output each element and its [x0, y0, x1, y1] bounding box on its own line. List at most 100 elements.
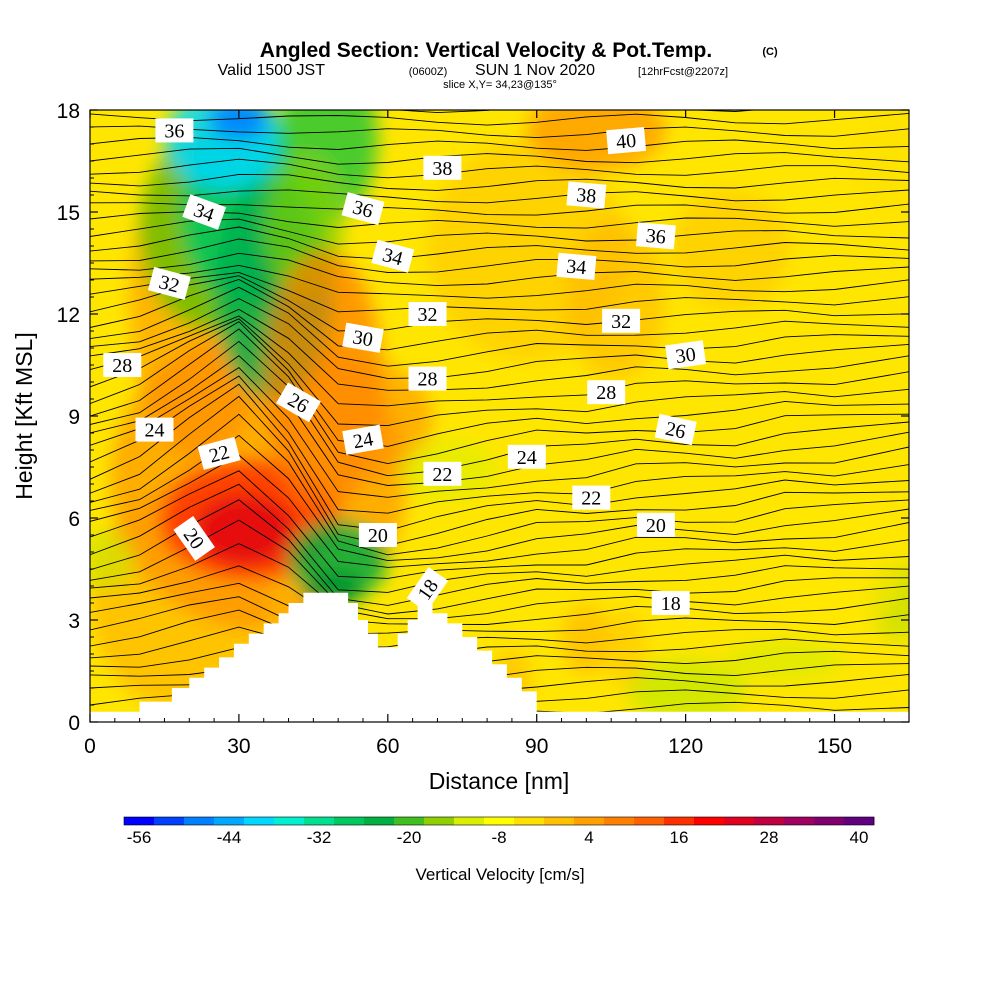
colorbar-swatch [124, 817, 155, 825]
colorbar-swatch [274, 817, 305, 825]
contour-label-text: 20 [368, 525, 388, 547]
contour-label-bg [371, 239, 415, 273]
theta-contour-line [90, 189, 909, 204]
chart-title: Angled Section: Vertical Velocity & Pot.… [260, 39, 712, 62]
contour-label-text: 24 [145, 420, 165, 442]
x-tick-label: 120 [668, 735, 703, 758]
colorbar-swatch [184, 817, 215, 825]
copyright-mark: (C) [762, 46, 778, 58]
contour-label-bg [341, 192, 385, 226]
forecast-info: [12hrFcst@2207z] [638, 66, 728, 78]
theta-contours [90, 110, 909, 715]
contour-label-bg [408, 302, 447, 326]
contour-label-bg [665, 340, 707, 370]
contour-label-bg [103, 353, 142, 377]
contour-label-text: 32 [418, 304, 438, 326]
y-tick-label: 0 [68, 712, 80, 735]
colorbar-swatch [544, 817, 575, 825]
valid-time-prefix: Valid 1500 JST [218, 62, 326, 79]
y-axis-label: Height [Kft MSL] [11, 332, 37, 499]
contour-label: 22 [423, 461, 462, 486]
theta-contour-line [90, 395, 909, 546]
theta-contour-line [90, 321, 909, 447]
contour-label-text: 22 [581, 488, 601, 510]
x-tick-label: 60 [376, 735, 399, 758]
contour-label-bg [406, 566, 449, 612]
contour-label: 22 [572, 485, 611, 510]
velocity-blob [606, 610, 646, 690]
theta-contour-line [90, 264, 909, 299]
contour-label-text: 36 [645, 225, 667, 249]
colorbar-swatch [514, 817, 545, 825]
theta-contour-line [90, 158, 909, 179]
colorbar-tick-label: -32 [307, 828, 332, 847]
contour-label-text: 24 [517, 447, 537, 469]
contour-label: 24 [135, 417, 174, 442]
contour-label: 28 [408, 366, 447, 391]
colorbar-tick-label: 28 [760, 828, 779, 847]
contour-label-bg [654, 413, 697, 446]
contour-label: 20 [358, 523, 397, 547]
contour-label: 28 [103, 353, 142, 377]
contour-label: 38 [423, 155, 462, 180]
contour-label: 28 [587, 380, 626, 405]
theta-contour-line [90, 328, 909, 465]
contour-label-text: 28 [596, 382, 616, 404]
contour-label-bg [507, 444, 546, 469]
y-tick-label: 9 [68, 406, 80, 429]
theta-contour-line [90, 136, 909, 151]
contour-label-bg [182, 194, 227, 230]
colorbar-swatch [664, 817, 695, 825]
contour-label: 32 [147, 266, 191, 300]
y-tick-label: 18 [57, 100, 80, 123]
colorbar-swatch [844, 817, 875, 825]
theta-contour-line [90, 596, 909, 649]
contour-label: 20 [636, 512, 675, 537]
velocity-blob [725, 640, 845, 680]
contour-label-bg [602, 308, 641, 333]
colorbar-swatch [484, 817, 515, 825]
contour-label-bg [587, 380, 626, 405]
contour-label-bg [556, 252, 597, 281]
x-axis-label: Distance [nm] [429, 768, 570, 794]
contour-label: 24 [342, 424, 384, 455]
contour-label: 24 [507, 444, 546, 469]
colorbar-swatch [814, 817, 845, 825]
theta-contour-line [90, 383, 909, 532]
theta-contour-line [90, 565, 909, 625]
contour-label-bg [423, 461, 462, 486]
contour-label-text: 38 [432, 158, 452, 180]
colorbar-frame [123, 816, 875, 826]
theta-contour-line [90, 499, 909, 606]
colorbar-swatch [394, 817, 425, 825]
theta-contour-line [90, 147, 909, 165]
contour-label-bg [197, 436, 241, 470]
theta-contour-line [90, 315, 909, 407]
velocity-blob [670, 190, 790, 310]
colorbar-tick-label: -44 [217, 828, 242, 847]
velocity-blob [526, 110, 666, 170]
contour-label-text: 40 [615, 130, 637, 154]
contour-label: 18 [651, 591, 690, 615]
colorbar-label: Vertical Velocity [cm/s] [415, 865, 584, 884]
velocity-blob [765, 480, 905, 640]
y-tick-label: 12 [57, 304, 80, 327]
contour-label: 34 [556, 252, 597, 281]
contour-label-text: 18 [661, 593, 681, 615]
theta-contour-line [90, 609, 909, 662]
theta-contour-line [90, 286, 909, 367]
contour-label: 36 [155, 118, 194, 143]
contour-label-bg [408, 366, 447, 391]
theta-contour-line [90, 238, 909, 273]
theta-contour-line [90, 483, 909, 593]
contour-label-text: 24 [351, 428, 375, 453]
contour-label: 32 [408, 302, 447, 326]
contour-label-bg [606, 126, 647, 155]
theta-contour-line [90, 470, 909, 579]
colorbar-tick-label: 40 [850, 828, 869, 847]
theta-contour-line [90, 519, 909, 615]
y-tick-label: 15 [57, 202, 80, 225]
contour-label: 40 [606, 126, 647, 155]
